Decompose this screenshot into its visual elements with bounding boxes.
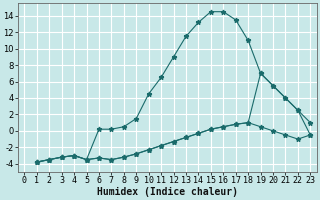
- X-axis label: Humidex (Indice chaleur): Humidex (Indice chaleur): [97, 186, 238, 197]
